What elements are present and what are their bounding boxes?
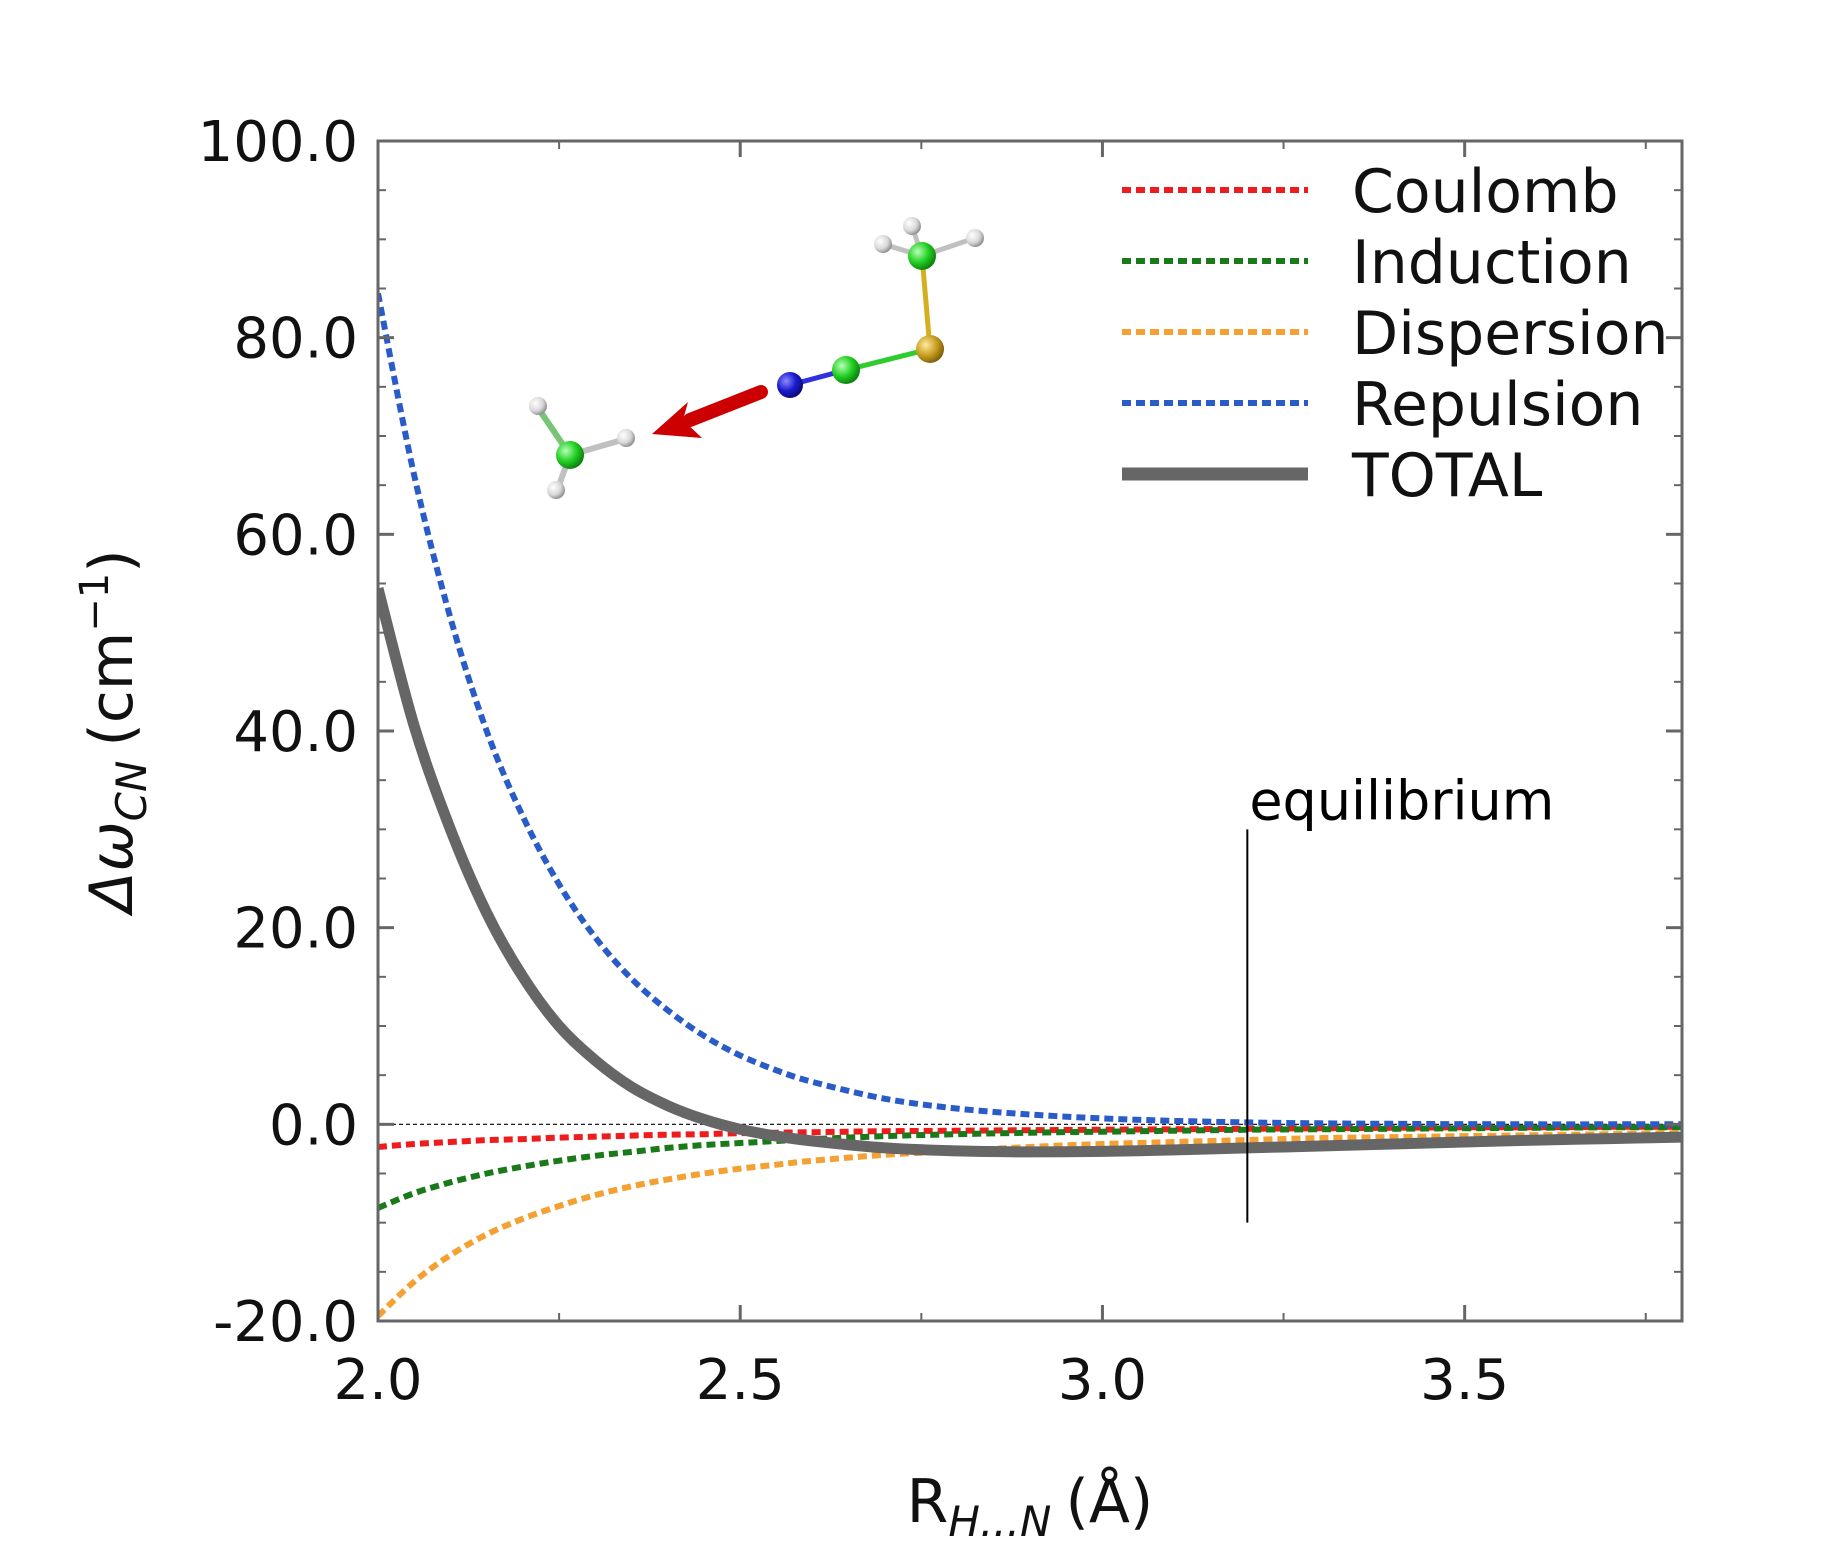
- legend-label-repulsion: Repulsion: [1352, 370, 1643, 440]
- legend-label-dispersion: Dispersion: [1352, 299, 1668, 369]
- x-axis-label-unit: (Å): [1065, 1466, 1153, 1537]
- ticks-layer: 2.0 2.5 3.0 3.5 -20.0 0.0 20.0 40.0 60.0 80.0 100.…: [198, 110, 1682, 1413]
- x-tick-label: 3.5: [1420, 1348, 1509, 1413]
- y-tick-label: 80.0: [233, 307, 358, 372]
- x-tick-label: 2.5: [696, 1348, 785, 1413]
- x-axis-label-subscript: H...N: [948, 1497, 1051, 1546]
- approach-arrow: [652, 385, 768, 438]
- series-line-induction: [378, 1124, 1682, 1211]
- x-axis-label: RH...N (Å): [907, 1466, 1154, 1546]
- x-tick-label: 3.0: [1058, 1348, 1147, 1413]
- y-tick-label: 40.0: [233, 700, 358, 765]
- y-axis-label-main: Δω: [77, 821, 147, 916]
- legend-label-coulomb: Coulomb: [1352, 157, 1619, 227]
- x-tick-label: 2.0: [333, 1348, 422, 1413]
- ammonia-molecule: [529, 397, 635, 499]
- y-tick-label: 60.0: [233, 503, 358, 568]
- thiocyanate-molecule: [777, 217, 984, 398]
- equilibrium-annotation: equilibrium: [1249, 769, 1554, 832]
- y-axis-label-unit: (cm: [77, 632, 147, 747]
- series-line-total: [378, 587, 1682, 1158]
- y-tick-label: 0.0: [269, 1093, 358, 1158]
- y-axis-label-subscript: CN: [107, 761, 156, 822]
- series-line-dispersion: [378, 1130, 1682, 1319]
- legend-label-induction: Induction: [1352, 228, 1632, 298]
- y-tick-label: 20.0: [233, 897, 358, 962]
- molecule-illustration: [529, 217, 984, 499]
- legend-label-total: TOTAL: [1351, 441, 1543, 511]
- y-tick-label: 100.0: [198, 110, 358, 175]
- y-tick-label: -20.0: [213, 1290, 358, 1355]
- y-axis-label-unit-close: ): [77, 549, 147, 572]
- y-axis-label: ΔωCN (cm−1): [72, 549, 156, 916]
- x-axis-label-main: R: [907, 1467, 949, 1537]
- series-line-repulsion: [378, 292, 1682, 1128]
- series-layer: [378, 292, 1682, 1319]
- y-axis-label-unit-superscript: −1: [72, 573, 118, 632]
